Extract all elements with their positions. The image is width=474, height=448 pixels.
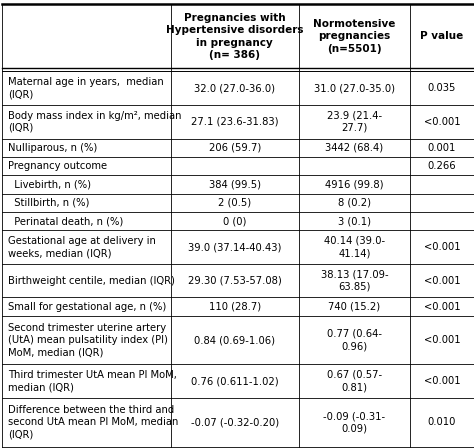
Text: Maternal age in years,  median
(IQR): Maternal age in years, median (IQR): [8, 77, 164, 99]
Text: <0.001: <0.001: [424, 117, 460, 127]
Text: 0.77 (0.64-
0.96): 0.77 (0.64- 0.96): [327, 329, 382, 351]
Text: 0.266: 0.266: [428, 161, 456, 171]
Text: Second trimester uterine artery
(UtA) mean pulsatility index (PI)
MoM, median (I: Second trimester uterine artery (UtA) me…: [8, 323, 168, 358]
Text: 206 (59.7): 206 (59.7): [209, 143, 261, 153]
Text: <0.001: <0.001: [424, 276, 460, 286]
Text: Pregnancies with
Hypertensive disorders
in pregnancy
(n= 386): Pregnancies with Hypertensive disorders …: [166, 13, 303, 60]
Text: 3 (0.1): 3 (0.1): [338, 216, 371, 226]
Text: P value: P value: [420, 31, 464, 41]
Text: Third trimester UtA mean PI MoM,
median (IQR): Third trimester UtA mean PI MoM, median …: [8, 370, 177, 392]
Text: <0.001: <0.001: [424, 302, 460, 311]
Text: Livebirth, n (%): Livebirth, n (%): [8, 180, 91, 190]
Text: 384 (99.5): 384 (99.5): [209, 180, 261, 190]
Text: <0.001: <0.001: [424, 376, 460, 386]
Text: 110 (28.7): 110 (28.7): [209, 302, 261, 311]
Text: 740 (15.2): 740 (15.2): [328, 302, 380, 311]
Text: 40.14 (39.0-
41.14): 40.14 (39.0- 41.14): [324, 236, 385, 258]
Text: 0.76 (0.611-1.02): 0.76 (0.611-1.02): [191, 376, 278, 386]
Text: Birthweight centile, median (IQR): Birthweight centile, median (IQR): [8, 276, 175, 286]
Text: Difference between the third and
second UtA mean PI MoM, median
(IQR): Difference between the third and second …: [8, 405, 178, 439]
Text: 32.0 (27.0-36.0): 32.0 (27.0-36.0): [194, 83, 275, 93]
Text: Stillbirth, n (%): Stillbirth, n (%): [8, 198, 90, 208]
Text: 29.30 (7.53-57.08): 29.30 (7.53-57.08): [188, 276, 282, 286]
Text: 31.0 (27.0-35.0): 31.0 (27.0-35.0): [314, 83, 395, 93]
Text: 4916 (99.8): 4916 (99.8): [325, 180, 383, 190]
Text: Body mass index in kg/m², median
(IQR): Body mass index in kg/m², median (IQR): [8, 111, 182, 133]
Text: Small for gestational age, n (%): Small for gestational age, n (%): [8, 302, 166, 311]
Text: Perinatal death, n (%): Perinatal death, n (%): [8, 216, 123, 226]
Text: Pregnancy outcome: Pregnancy outcome: [8, 161, 107, 171]
Text: 0.035: 0.035: [428, 83, 456, 93]
Text: 38.13 (17.09-
63.85): 38.13 (17.09- 63.85): [320, 269, 388, 292]
Text: Normotensive
pregnancies
(n=5501): Normotensive pregnancies (n=5501): [313, 19, 395, 54]
Text: 0.001: 0.001: [428, 143, 456, 153]
Text: 0.67 (0.57-
0.81): 0.67 (0.57- 0.81): [327, 370, 382, 392]
Text: 3442 (68.4): 3442 (68.4): [325, 143, 383, 153]
Text: Nulliparous, n (%): Nulliparous, n (%): [8, 143, 97, 153]
Text: 0.010: 0.010: [428, 417, 456, 427]
Text: 8 (0.2): 8 (0.2): [338, 198, 371, 208]
Text: <0.001: <0.001: [424, 335, 460, 345]
Text: 0.84 (0.69-1.06): 0.84 (0.69-1.06): [194, 335, 275, 345]
Text: Gestational age at delivery in
weeks, median (IQR): Gestational age at delivery in weeks, me…: [8, 236, 156, 258]
Text: 23.9 (21.4-
27.7): 23.9 (21.4- 27.7): [327, 111, 382, 133]
Text: 0 (0): 0 (0): [223, 216, 246, 226]
Text: <0.001: <0.001: [424, 242, 460, 252]
Text: -0.07 (-0.32-0.20): -0.07 (-0.32-0.20): [191, 417, 279, 427]
Text: 39.0 (37.14-40.43): 39.0 (37.14-40.43): [188, 242, 281, 252]
Text: 27.1 (23.6-31.83): 27.1 (23.6-31.83): [191, 117, 278, 127]
Text: 2 (0.5): 2 (0.5): [218, 198, 251, 208]
Text: -0.09 (-0.31-
0.09): -0.09 (-0.31- 0.09): [323, 411, 385, 434]
